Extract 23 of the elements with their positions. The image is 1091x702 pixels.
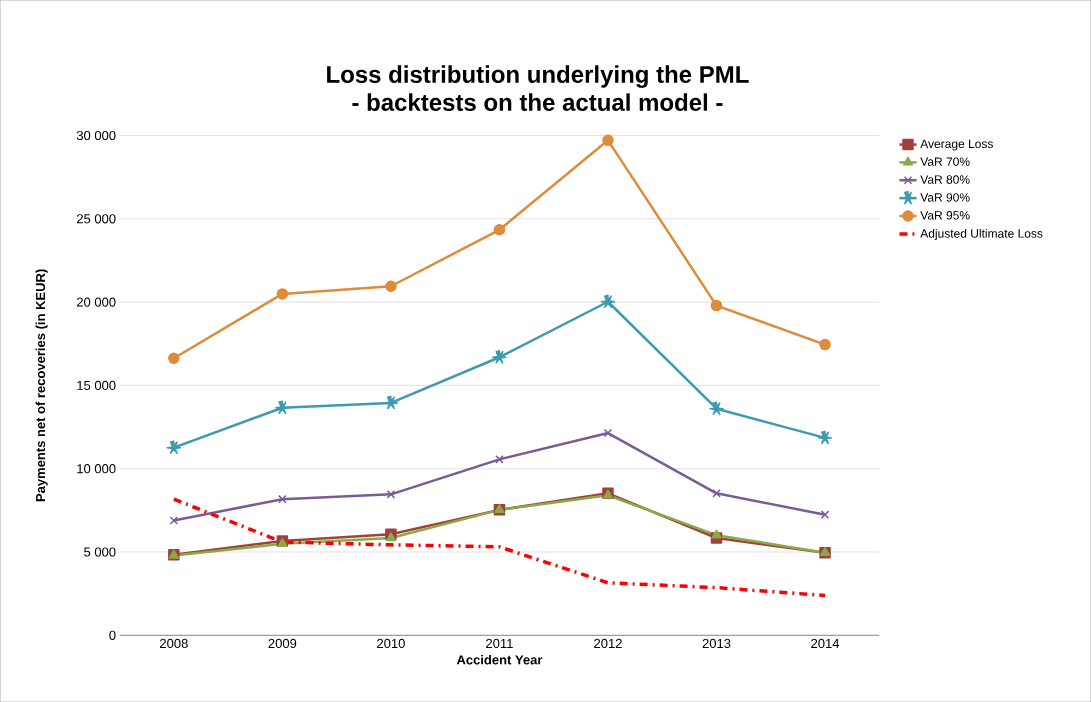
y-tick-label: 25 000 — [76, 214, 116, 224]
y-tick-label: 15 000 — [77, 380, 116, 390]
legend-label: Average Loss — [920, 139, 993, 151]
legend-label: VaR 90% — [920, 193, 970, 202]
x-tick-label: 2013 — [702, 638, 731, 648]
chart-title: Loss distribution underlying the PML - backtests on the actual model - — [327, 65, 749, 111]
x-tick-label: 2012 — [594, 638, 622, 648]
y-tick-label: 20 000 — [76, 297, 116, 307]
y-tick-label: 10 000 — [77, 464, 116, 474]
x-tick-label: 2011 — [486, 638, 513, 648]
x-tick-label: 2009 — [268, 638, 297, 648]
legend-label: Adjusted Ultimate Loss — [920, 228, 1043, 241]
legend-label: VaR 70% — [920, 157, 970, 166]
x-tick-label: 2014 — [811, 638, 840, 648]
x-tick-label: 2010 — [377, 638, 405, 648]
legend-label: VaR 80% — [920, 175, 970, 184]
y-axis-title: Payments net of recoveries (in KEUR) — [35, 269, 48, 502]
x-axis-title: Accident Year — [456, 654, 543, 665]
x-tick-label: 2008 — [160, 638, 188, 648]
y-tick-label: 0 — [109, 630, 116, 640]
y-tick-label: 5 000 — [84, 547, 116, 557]
legend-label: VaR 95% — [920, 210, 970, 220]
y-tick-label: 30 000 — [76, 130, 116, 141]
